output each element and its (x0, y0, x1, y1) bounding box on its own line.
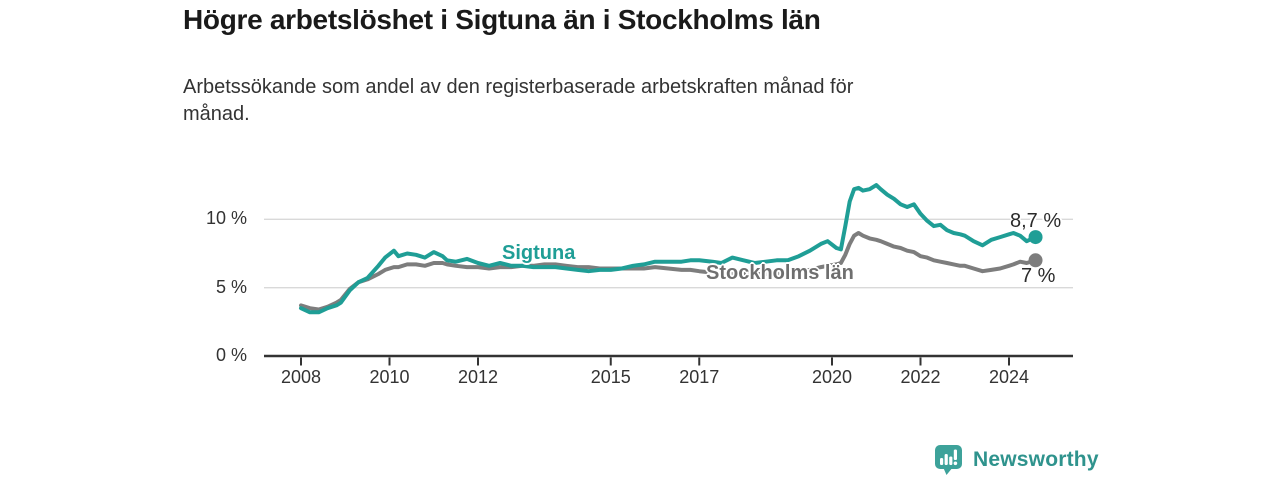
sigtuna-line (299, 183, 1038, 315)
y-axis-label-5pct: 5 % (215, 276, 247, 297)
y-axis-label-0pct: 0 % (215, 345, 247, 365)
x-axis-label-2020: 2020 (811, 367, 853, 387)
x-axis-label-2010: 2010 (369, 367, 410, 387)
newsworthy-logo-icon[interactable] (934, 444, 964, 476)
newsworthy-brand-text[interactable]: Newsworthy (973, 448, 1099, 471)
sigtuna-end-dot (1028, 230, 1043, 245)
x-axis-label-2022: 2022 (900, 367, 941, 387)
x-axis-label-2024: 2024 (988, 367, 1030, 387)
x-axis-label-2015: 2015 (590, 367, 631, 387)
series-label-sigtuna: Sigtuna (502, 242, 576, 264)
x-axis-label-2008: 2008 (280, 367, 322, 387)
end-value-label-sigtuna: 8,7 % (1010, 210, 1062, 232)
y-axis-label-10pct: 10 % (205, 208, 247, 229)
page-title: Högre arbetslöshet i Sigtuna än i Stockh… (183, 4, 821, 35)
x-axis-label-2017: 2017 (679, 367, 720, 387)
end-value-label-stockholms-lan: 7 % (1021, 265, 1056, 287)
series-label-stockholms-lan: Stockholms län (706, 262, 854, 284)
stockholms-lan-line (299, 231, 1038, 312)
newsworthy-branding[interactable]: Newsworthy (934, 444, 1099, 476)
chart-subtitle: Arbetssökande som andel av den registerb… (183, 76, 854, 125)
stockholms-lan-end-dot (1028, 253, 1043, 268)
x-axis-label-2012: 2012 (457, 367, 499, 387)
